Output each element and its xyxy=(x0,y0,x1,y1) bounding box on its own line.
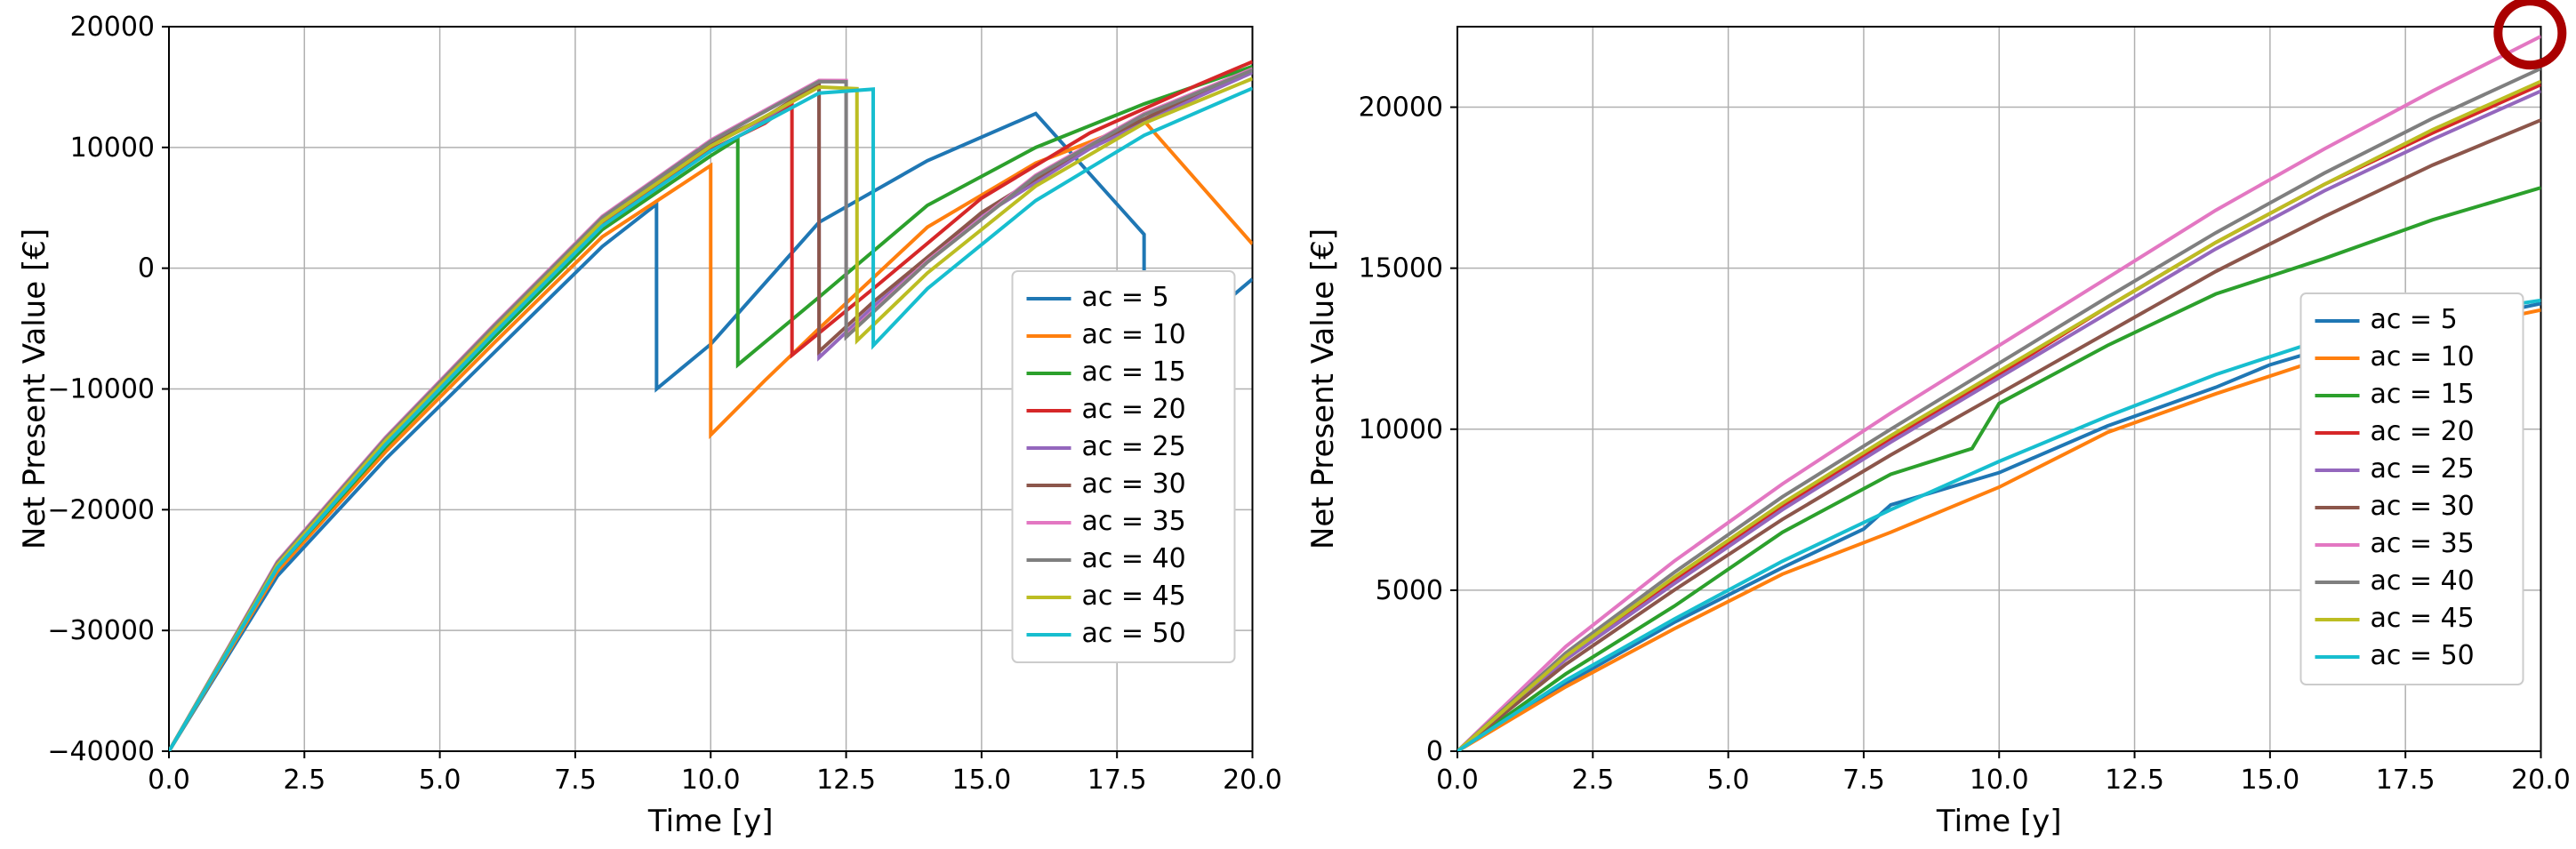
left-chart-svg: 0.0 2.5 5.0 7.5 10.0 12.5 15.0 17.5 20.0 −40000 −3… xyxy=(0,0,1288,849)
xtick-label: 20.0 xyxy=(1223,765,1282,796)
xtick-label: 2.5 xyxy=(1571,765,1614,796)
x-axis-label: Time [y] xyxy=(647,804,774,839)
xtick-label: 7.5 xyxy=(554,765,597,796)
xtick-label: 17.5 xyxy=(2375,765,2435,796)
legend-label-ac25: ac = 25 xyxy=(1082,431,1186,462)
ytick-label: 20000 xyxy=(70,12,155,43)
legend-label-ac45: ac = 45 xyxy=(2370,603,2474,634)
legend-label-ac30: ac = 30 xyxy=(1082,469,1186,500)
legend-label-ac50: ac = 50 xyxy=(1082,618,1186,649)
x-axis-label: Time [y] xyxy=(1935,804,2061,839)
legend-label-ac5: ac = 5 xyxy=(2370,304,2457,335)
xtick-label: 5.0 xyxy=(419,765,461,796)
legend-label-ac40: ac = 40 xyxy=(2370,565,2474,597)
legend-label-ac35: ac = 35 xyxy=(2370,528,2474,559)
xtick-label: 2.5 xyxy=(283,765,325,796)
legend-label-ac20: ac = 20 xyxy=(1082,394,1186,425)
xtick-label: 15.0 xyxy=(951,765,1011,796)
ytick-label: 0 xyxy=(1425,736,1442,767)
ytick-label: 10000 xyxy=(1358,414,1442,445)
chart-pair: 0.0 2.5 5.0 7.5 10.0 12.5 15.0 17.5 20.0 −40000 −3… xyxy=(0,0,2576,849)
xtick-label: 10.0 xyxy=(1969,765,2028,796)
legend-label-ac10: ac = 10 xyxy=(1082,319,1186,350)
xtick-label: 17.5 xyxy=(1087,765,1147,796)
legend-label-ac20: ac = 20 xyxy=(2370,416,2474,447)
left-chart-panel: 0.0 2.5 5.0 7.5 10.0 12.5 15.0 17.5 20.0 −40000 −3… xyxy=(0,0,1288,849)
xtick-label: 15.0 xyxy=(2240,765,2299,796)
right-chart-panel: 0.0 2.5 5.0 7.5 10.0 12.5 15.0 17.5 20.0 0 5000 100… xyxy=(1288,0,2576,849)
legend-label-ac30: ac = 30 xyxy=(2370,491,2474,522)
ytick-label: 20000 xyxy=(1358,92,1442,124)
xtick-label: 12.5 xyxy=(2105,765,2164,796)
right-chart-svg: 0.0 2.5 5.0 7.5 10.0 12.5 15.0 17.5 20.0 0 5000 100… xyxy=(1288,0,2576,849)
legend-label-ac25: ac = 25 xyxy=(2370,453,2474,485)
xtick-label: 0.0 xyxy=(148,765,190,796)
legend-label-ac15: ac = 15 xyxy=(2370,379,2474,410)
ytick-label: 15000 xyxy=(1358,253,1442,284)
y-axis-label: Net Present Value [€] xyxy=(1305,228,1341,549)
xtick-label: 0.0 xyxy=(1436,765,1479,796)
legend-label-ac50: ac = 50 xyxy=(2370,640,2474,671)
legend-label-ac40: ac = 40 xyxy=(1082,543,1186,574)
y-axis-label: Net Present Value [€] xyxy=(17,228,52,549)
ytick-label: −10000 xyxy=(47,374,155,405)
xtick-label: 7.5 xyxy=(1842,765,1885,796)
legend-label-ac45: ac = 45 xyxy=(1082,581,1186,612)
legend-label-ac10: ac = 10 xyxy=(2370,341,2474,372)
ytick-label: 5000 xyxy=(1375,575,1442,606)
legend-label-ac5: ac = 5 xyxy=(1082,282,1169,313)
ytick-label: 0 xyxy=(138,253,155,284)
xtick-label: 5.0 xyxy=(1706,765,1749,796)
legend-label-ac35: ac = 35 xyxy=(1082,506,1186,537)
ytick-label: −20000 xyxy=(47,494,155,525)
xtick-label: 12.5 xyxy=(816,765,876,796)
legend-label-ac15: ac = 15 xyxy=(1082,356,1186,388)
ytick-label: 10000 xyxy=(70,132,155,164)
legend: ac = 5 ac = 10 ac = 15 ac = 20 ac = 25 ac = 3… xyxy=(1013,271,1235,662)
xtick-label: 10.0 xyxy=(681,765,741,796)
legend: ac = 5 ac = 10 ac = 15 ac = 20 ac = 25 ac = 3… xyxy=(2300,293,2523,685)
ytick-label: −30000 xyxy=(47,615,155,646)
xtick-label: 20.0 xyxy=(2511,765,2571,796)
ytick-label: −40000 xyxy=(47,736,155,767)
